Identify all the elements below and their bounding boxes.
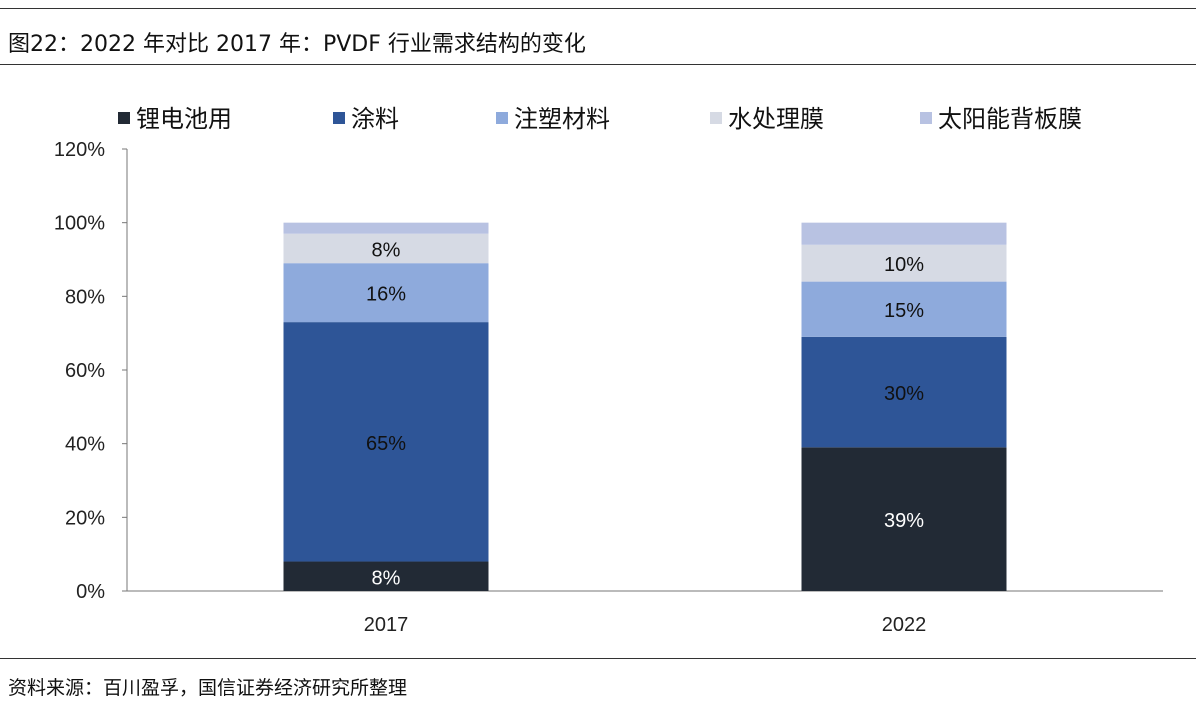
- bar-segment: [283, 322, 489, 562]
- legend-swatch: [118, 112, 130, 124]
- figure-title: 图22：2022 年对比 2017 年：PVDF 行业需求结构的变化: [8, 32, 586, 57]
- data-label: 8%: [372, 567, 401, 589]
- legend-swatch: [710, 112, 722, 124]
- data-label: 65%: [366, 433, 406, 455]
- x-tick-label: 2022: [882, 614, 927, 636]
- data-label: 15%: [884, 300, 924, 322]
- bar-segment: [283, 561, 489, 591]
- bar-segment: [283, 222, 489, 234]
- title-rule: [0, 64, 1196, 65]
- bar-segment: [801, 336, 1007, 448]
- legend-label: 水处理膜: [728, 106, 824, 133]
- y-tick-label: 40%: [65, 434, 105, 456]
- x-tick-label: 2017: [364, 614, 409, 636]
- y-tick-label: 100%: [54, 213, 105, 235]
- top-rule: [0, 8, 1196, 9]
- legend-label: 锂电池用: [136, 106, 232, 133]
- y-tick-label: 80%: [65, 286, 105, 308]
- bar-segment: [801, 281, 1007, 337]
- data-label: 39%: [884, 510, 924, 532]
- bar-segment: [801, 447, 1007, 591]
- bar-segment: [283, 263, 489, 323]
- bar-segment: [283, 233, 489, 264]
- legend-swatch: [333, 112, 345, 124]
- legend-swatch: [920, 112, 932, 124]
- data-label: 30%: [884, 383, 924, 405]
- y-tick-label: 60%: [65, 360, 105, 382]
- data-label: 16%: [366, 284, 406, 306]
- y-tick-label: 0%: [76, 581, 105, 603]
- bar-segment: [801, 222, 1007, 245]
- legend-swatch: [496, 112, 508, 124]
- source-note: 资料来源：百川盈孚，国信证券经济研究所整理: [8, 677, 408, 699]
- data-label: 10%: [884, 254, 924, 276]
- data-label: 8%: [372, 239, 401, 261]
- stacked-bar-chart: 0% 20% 40% 60% 80% 100% 120% 2017 8% 65% 16% 8% 2022…: [54, 106, 1163, 636]
- legend-label: 太阳能背板膜: [938, 106, 1082, 133]
- source-rule: [0, 658, 1196, 659]
- y-tick-label: 20%: [65, 507, 105, 529]
- legend-label: 注塑材料: [514, 106, 610, 133]
- bar-segment: [801, 244, 1007, 282]
- y-tick-label: 120%: [54, 139, 105, 161]
- legend-label: 涂料: [351, 106, 399, 133]
